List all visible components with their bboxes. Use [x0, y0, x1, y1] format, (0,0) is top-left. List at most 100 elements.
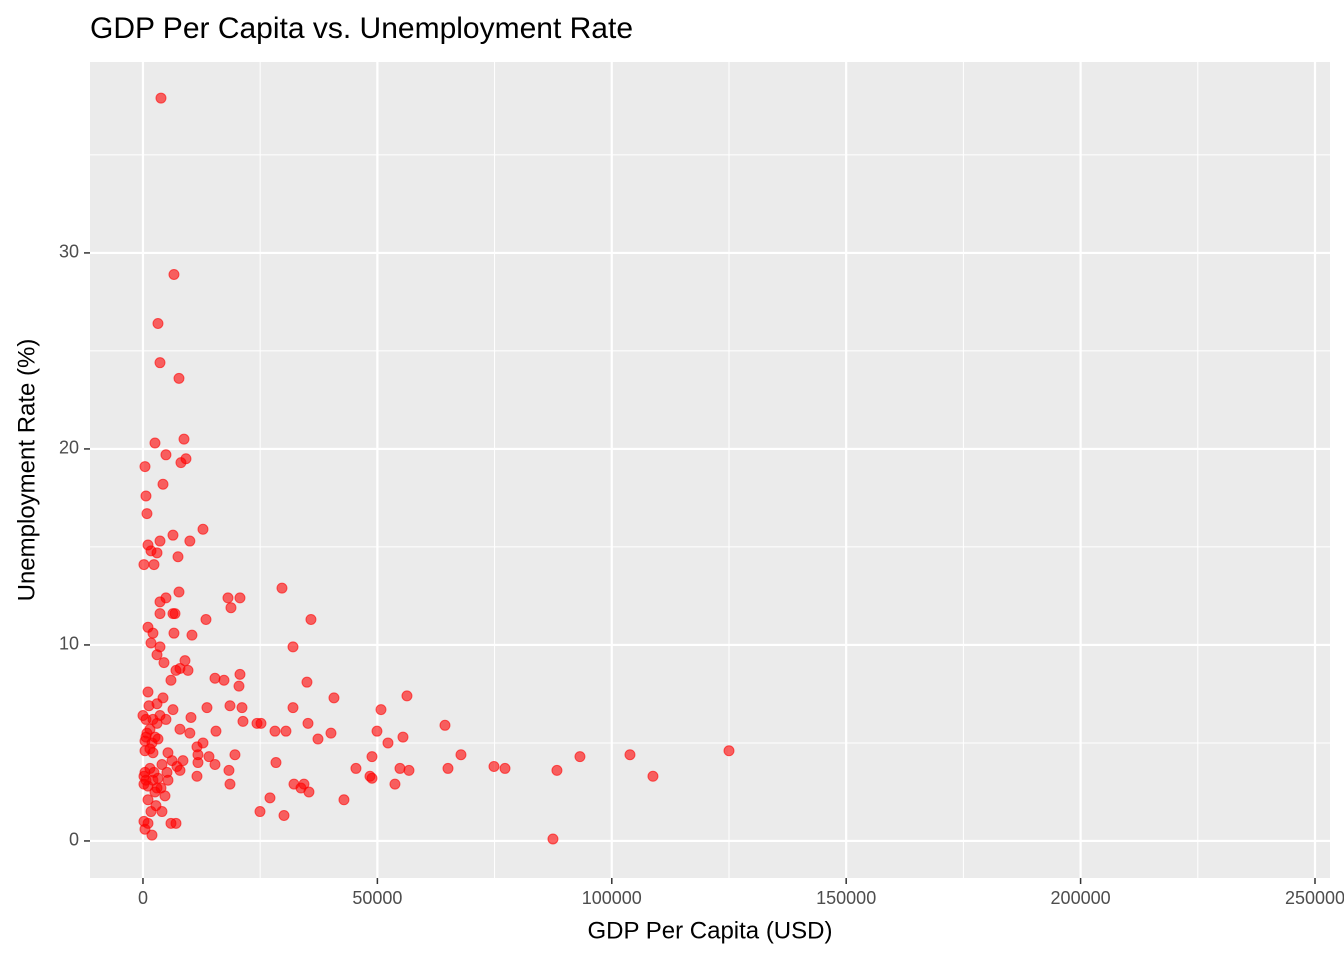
data-point: [192, 757, 204, 769]
data-point: [225, 602, 237, 614]
data-point: [442, 762, 454, 774]
data-point: [174, 723, 186, 735]
data-point: [170, 817, 182, 829]
x-tick-label: 250000: [1285, 888, 1344, 908]
y-tick-label: 0: [69, 830, 79, 850]
data-point: [160, 449, 172, 461]
data-point: [222, 592, 234, 604]
data-point: [168, 268, 180, 280]
data-point: [254, 806, 266, 818]
data-point: [156, 759, 168, 771]
y-tick-label: 30: [59, 242, 79, 262]
data-point: [155, 92, 167, 104]
data-point: [499, 762, 511, 774]
x-tick-label: 50000: [352, 888, 402, 908]
data-point: [191, 770, 203, 782]
data-point: [371, 725, 383, 737]
data-point: [403, 764, 415, 776]
data-point: [200, 613, 212, 625]
data-point: [148, 559, 160, 571]
points: [137, 92, 735, 845]
axes: 0 50000 100000 150000 200000 250000 0 10 20 30: [59, 242, 1344, 908]
data-point: [224, 700, 236, 712]
data-point: [547, 833, 559, 845]
data-point: [178, 433, 190, 445]
data-point: [305, 613, 317, 625]
data-point: [278, 809, 290, 821]
y-tick-label: 20: [59, 438, 79, 458]
data-point: [350, 762, 362, 774]
x-tick-label: 200000: [1051, 888, 1111, 908]
data-point: [173, 586, 185, 598]
data-point: [401, 690, 413, 702]
data-point: [168, 627, 180, 639]
data-point: [375, 704, 387, 716]
data-point: [276, 582, 288, 594]
data-point: [143, 700, 155, 712]
data-point: [139, 461, 151, 473]
data-point: [182, 664, 194, 676]
data-point: [142, 686, 154, 698]
data-point: [439, 719, 451, 731]
data-point: [186, 629, 198, 641]
data-point: [150, 800, 162, 812]
data-point: [138, 559, 150, 571]
data-point: [624, 749, 636, 761]
data-point: [140, 490, 152, 502]
data-point: [162, 774, 174, 786]
data-point: [151, 547, 163, 559]
data-point: [287, 641, 299, 653]
data-point: [142, 794, 154, 806]
data-point: [303, 786, 315, 798]
data-point: [394, 762, 406, 774]
data-point: [389, 778, 401, 790]
data-point: [264, 792, 276, 804]
data-point: [270, 757, 282, 769]
data-point: [201, 702, 213, 714]
data-point: [302, 717, 314, 729]
data-point: [160, 713, 172, 725]
data-point: [172, 551, 184, 563]
data-point: [224, 778, 236, 790]
data-point: [157, 478, 169, 490]
data-point: [218, 674, 230, 686]
data-point: [236, 702, 248, 714]
data-point: [280, 725, 292, 737]
data-point: [209, 672, 221, 684]
data-point: [338, 794, 350, 806]
data-point: [366, 751, 378, 763]
data-point: [328, 692, 340, 704]
data-point: [154, 535, 166, 547]
x-tick-label: 100000: [582, 888, 642, 908]
data-point: [455, 749, 467, 761]
panel-background: [90, 62, 1330, 878]
data-point: [180, 453, 192, 465]
data-point: [223, 764, 235, 776]
data-point: [234, 592, 246, 604]
data-point: [165, 674, 177, 686]
data-point: [269, 725, 281, 737]
data-point: [154, 608, 166, 620]
data-point: [149, 437, 161, 449]
data-point: [203, 751, 215, 763]
data-point: [237, 715, 249, 727]
data-point: [151, 717, 163, 729]
data-point: [151, 649, 163, 661]
data-point: [234, 668, 246, 680]
data-point: [152, 317, 164, 329]
y-tick-label: 10: [59, 634, 79, 654]
data-point: [209, 759, 221, 771]
data-point: [551, 764, 563, 776]
x-axis-label: GDP Per Capita (USD): [588, 917, 833, 944]
data-point: [169, 608, 181, 620]
data-point: [167, 529, 179, 541]
data-point: [179, 655, 191, 667]
data-point: [210, 725, 222, 737]
data-point: [723, 745, 735, 757]
data-point: [301, 676, 313, 688]
data-point: [382, 737, 394, 749]
data-point: [312, 733, 324, 745]
data-point: [366, 772, 378, 784]
